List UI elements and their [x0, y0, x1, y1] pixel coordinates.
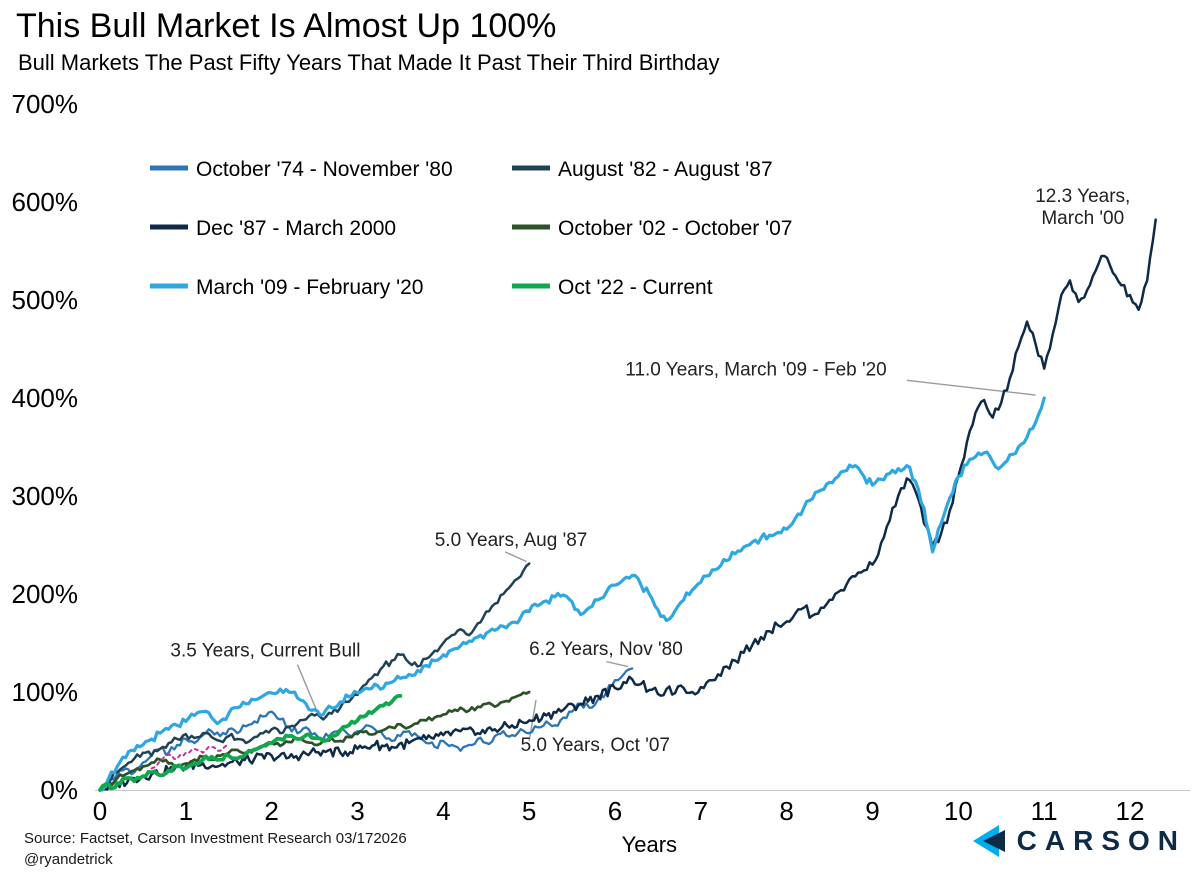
x-axis-tick-label: 7 [694, 796, 708, 826]
annotation-leader [606, 660, 629, 668]
y-axis-tick-label: 200% [12, 579, 79, 609]
y-axis-tick-label: 100% [12, 677, 79, 707]
y-axis-tick-label: 0% [40, 775, 78, 805]
series-line-october-02-october-07 [98, 690, 531, 792]
legend-label: August '82 - August '87 [558, 158, 773, 181]
annotation-leader [296, 664, 317, 710]
x-axis-tick-label: 6 [608, 796, 622, 826]
annotation-text: 5.0 Years, Oct '07 [521, 735, 670, 756]
series-line-oct-22-current [98, 694, 403, 792]
legend-label: Oct '22 - Current [558, 276, 713, 299]
annotation-leader [906, 379, 1036, 396]
brand-lockup: CARSON [965, 824, 1186, 858]
chart-subtitle: Bull Markets The Past Fifty Years That M… [18, 50, 720, 75]
annotation-leader [504, 551, 527, 563]
legend-label: October '74 - November '80 [196, 158, 453, 181]
series-line-unlabeled-magenta-segment [150, 743, 230, 770]
annotation-text: 5.0 Years, Aug '87 [435, 530, 588, 551]
carson-logo-icon [972, 825, 1005, 857]
x-axis-tick-label: 3 [350, 796, 364, 826]
y-axis-tick-label: 300% [12, 481, 79, 511]
series-line-dec-87-march-2000 [98, 218, 1157, 792]
annotation-text: 3.5 Years, Current Bull [170, 641, 360, 662]
chart-title: This Bull Market Is Almost Up 100% [16, 7, 557, 45]
x-axis-tick-label: 0 [93, 796, 107, 826]
x-axis-tick-label: 5 [522, 796, 536, 826]
x-axis-tick-label: 9 [865, 796, 879, 826]
y-axis-tick-label: 500% [12, 285, 79, 315]
annotation-text: 6.2 Years, Nov '80 [529, 639, 683, 660]
x-axis-tick-label: 4 [436, 796, 450, 826]
x-axis-tick-label: 1 [179, 796, 193, 826]
x-axis-tick-label: 12 [1116, 796, 1145, 826]
x-axis-title: Years [622, 832, 677, 857]
brand-name: CARSON [1016, 825, 1186, 856]
series-line-october-74-november-80 [98, 667, 634, 792]
legend-label: March '09 - February '20 [196, 276, 423, 299]
annotation-text: 11.0 Years, March '09 - Feb '20 [625, 359, 886, 380]
y-axis-tick-label: 700% [12, 89, 79, 119]
x-axis-tick-label: 10 [944, 796, 973, 826]
y-axis-tick-label: 400% [12, 383, 79, 413]
legend-label: October '02 - October '07 [558, 217, 792, 240]
x-axis-tick-label: 2 [264, 796, 278, 826]
source-block: Source: Factset, Carson Investment Resea… [24, 828, 407, 870]
author-handle: @ryandetrick [24, 851, 113, 868]
series-line-august-82-august-87 [98, 562, 531, 792]
source-text: Source: Factset, Carson Investment Resea… [24, 830, 407, 847]
series-line-march-09-february-20 [98, 396, 1046, 792]
x-axis-tick-label: 8 [779, 796, 793, 826]
y-axis-tick-label: 600% [12, 187, 79, 217]
legend-label: Dec '87 - March 2000 [196, 217, 396, 240]
annotation-text: March '00 [1041, 208, 1124, 229]
annotation-text: 12.3 Years, [1035, 186, 1130, 207]
x-axis-tick-label: 11 [1031, 796, 1058, 826]
